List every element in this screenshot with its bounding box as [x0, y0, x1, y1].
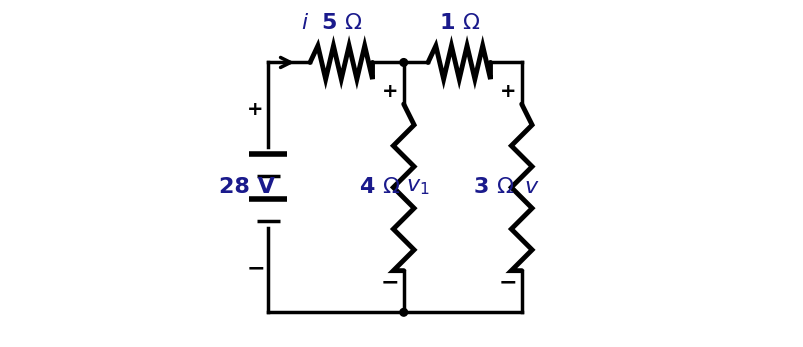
Text: −: −	[380, 273, 398, 293]
Text: $i$: $i$	[301, 12, 309, 33]
Text: −: −	[498, 273, 516, 293]
Text: +: +	[247, 100, 263, 119]
Text: 5 $\Omega$: 5 $\Omega$	[320, 12, 361, 33]
Text: 4 $\Omega$: 4 $\Omega$	[358, 177, 400, 197]
Text: 1 $\Omega$: 1 $\Omega$	[438, 12, 479, 33]
Text: −: −	[246, 259, 264, 279]
Text: 3 $\Omega$: 3 $\Omega$	[473, 177, 514, 197]
Text: +: +	[381, 83, 397, 101]
Text: $v$: $v$	[524, 177, 539, 197]
Circle shape	[399, 308, 407, 316]
Text: 28 V: 28 V	[218, 177, 274, 197]
Text: $v_1$: $v_1$	[406, 177, 429, 197]
Text: +: +	[499, 83, 516, 101]
Circle shape	[399, 59, 407, 66]
